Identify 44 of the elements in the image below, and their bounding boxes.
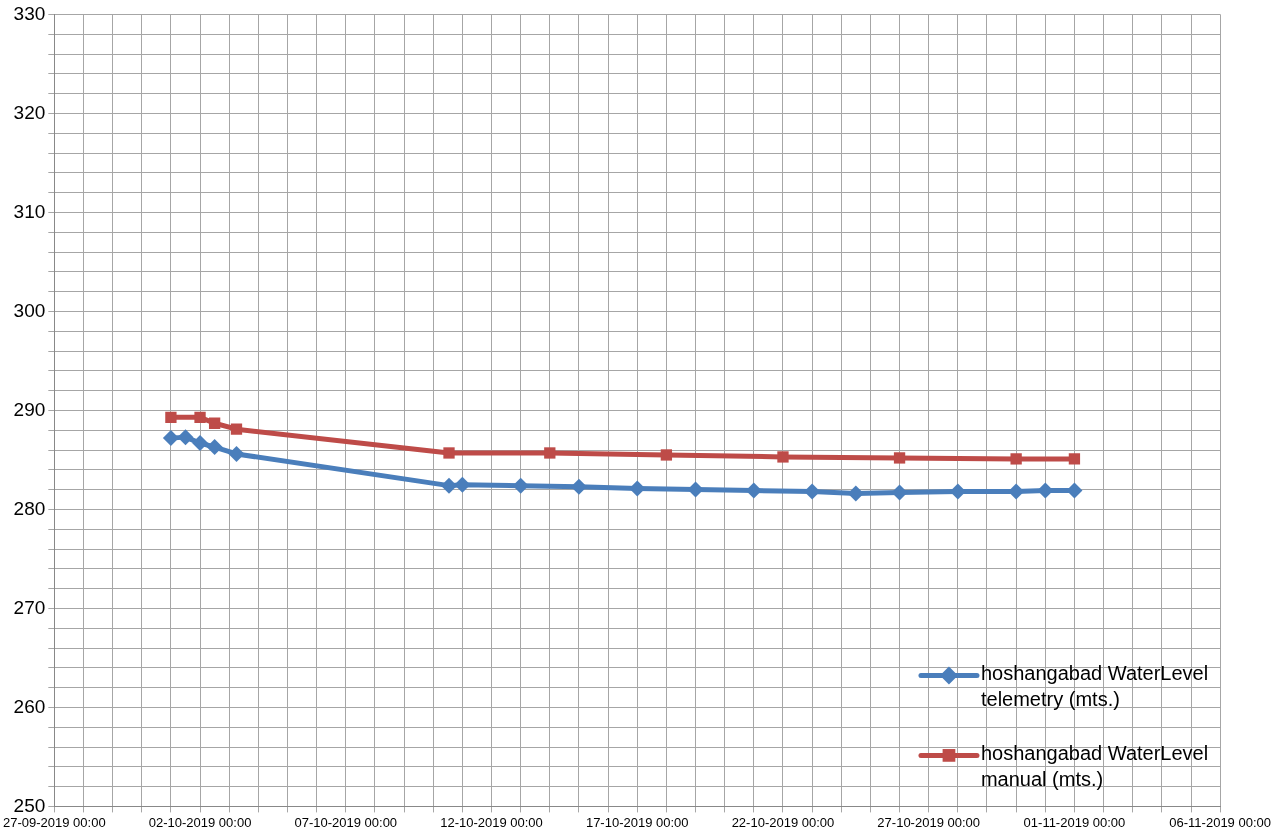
point: [1068, 453, 1081, 465]
x-tick-label: 12-10-2019 00:00: [440, 814, 543, 830]
x-tick-label: 01-11-2019 00:00: [1023, 814, 1126, 830]
legend-label: hoshangabad WaterLevel manual (mts.): [980, 741, 1209, 790]
point: [1008, 483, 1025, 500]
point: [162, 430, 179, 447]
x-tick-label: 22-10-2019 00:00: [731, 814, 835, 830]
y-tick-label: 330: [13, 2, 46, 24]
point: [454, 476, 471, 493]
point: [206, 439, 223, 456]
point: [230, 423, 243, 435]
point: [687, 481, 704, 498]
y-tick-label: 320: [13, 101, 46, 123]
x-tick-label: 07-10-2019 00:00: [294, 814, 398, 830]
point: [893, 452, 906, 464]
point: [777, 451, 789, 463]
y-tick-label: 250: [13, 794, 46, 816]
point: [804, 483, 821, 500]
point: [544, 447, 556, 459]
point: [441, 477, 458, 494]
y-tick-label: 260: [13, 695, 46, 717]
y-tick-label: 310: [13, 200, 46, 222]
x-tick-label: 27-10-2019 00:00: [877, 814, 981, 830]
y-tick-label: 300: [13, 299, 46, 321]
point: [1010, 453, 1022, 465]
point: [660, 449, 673, 461]
point: [192, 435, 209, 452]
point: [891, 484, 908, 501]
point: [208, 417, 221, 429]
point: [165, 411, 177, 423]
point: [847, 485, 864, 502]
point: [194, 411, 206, 423]
x-tick-label: 06-11-2019 00:00: [1169, 814, 1272, 830]
y-tick-label: 290: [13, 398, 46, 420]
x-tick-label: 17-10-2019 00:00: [585, 814, 689, 830]
point: [443, 447, 455, 459]
x-tick-label: 02-10-2019 00:00: [148, 814, 252, 830]
point: [177, 429, 194, 446]
y-tick-label: 270: [13, 596, 46, 618]
y-tick-label: 280: [13, 497, 46, 519]
x-tick-label: 27-09-2019 00:00: [2, 814, 106, 830]
point: [228, 445, 245, 462]
legend-label: hoshangabad WaterLevel telemetry (mts.): [980, 661, 1209, 710]
point: [629, 480, 646, 497]
